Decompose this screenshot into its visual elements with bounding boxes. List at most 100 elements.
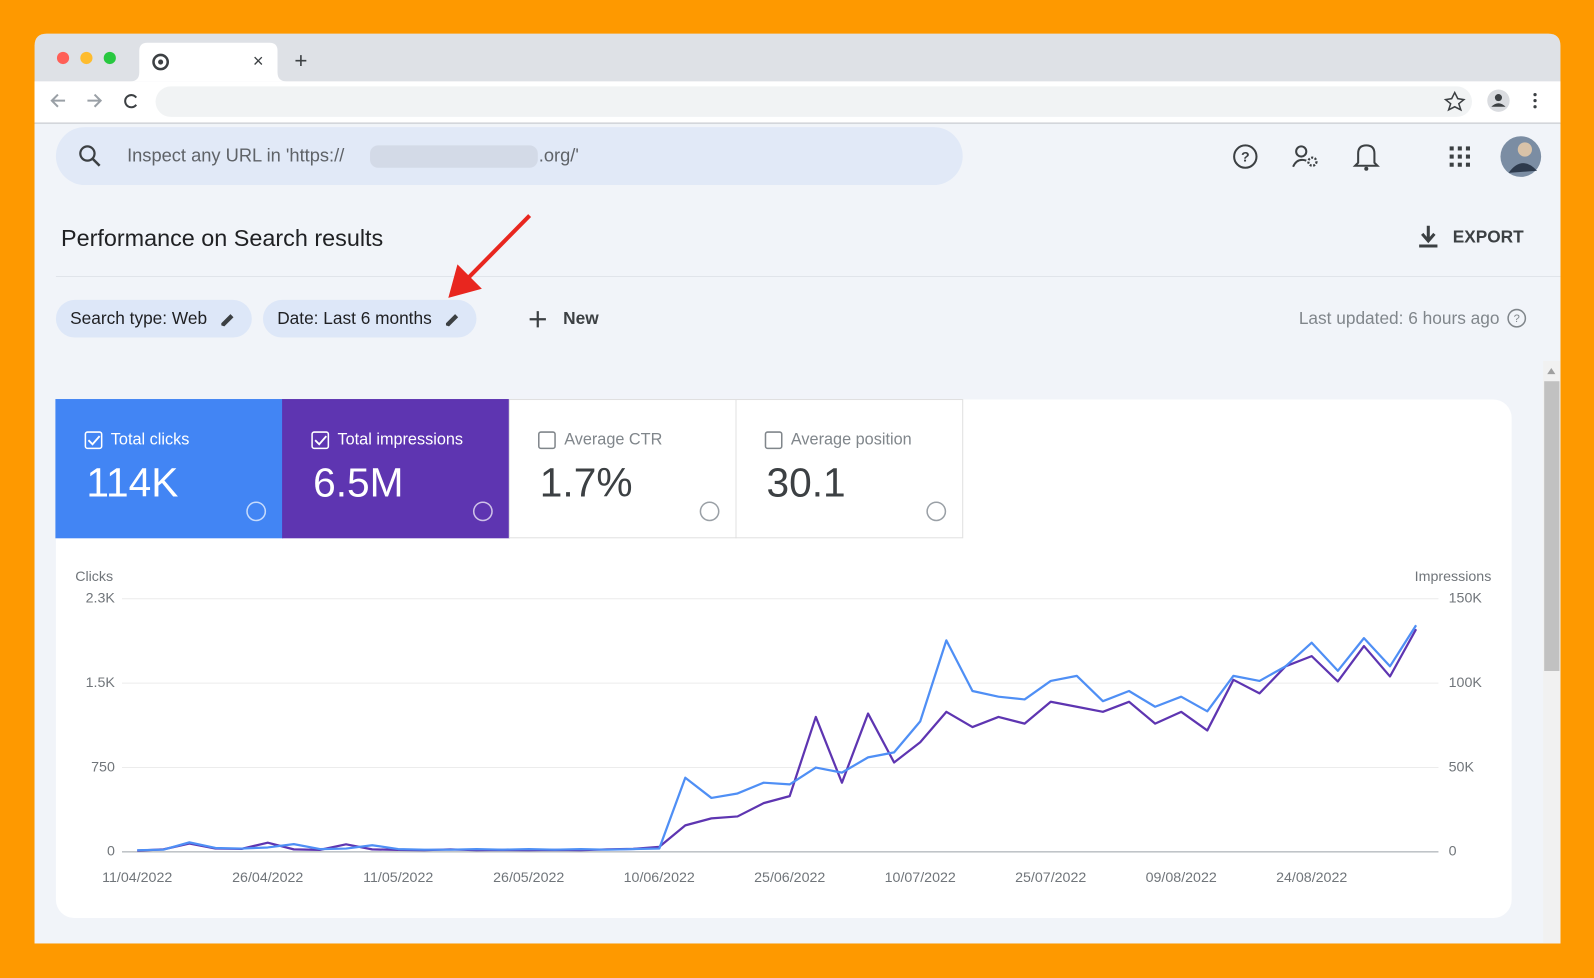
y-tick-label: 1.5K bbox=[86, 675, 116, 691]
y-tick-label: 750 bbox=[91, 759, 115, 775]
metric-label: Total clicks bbox=[111, 431, 190, 449]
new-filter[interactable]: New bbox=[563, 308, 599, 328]
x-tick-label: 10/06/2022 bbox=[624, 870, 695, 886]
metric-label: Average CTR bbox=[564, 431, 662, 449]
page-title: Performance on Search results bbox=[61, 225, 383, 251]
x-tick-label: 24/08/2022 bbox=[1276, 870, 1347, 886]
bookmark-star[interactable] bbox=[1443, 90, 1466, 112]
checkbox-check bbox=[87, 435, 101, 446]
chip-label: Search type: Web bbox=[70, 308, 207, 328]
tab[interactable] bbox=[130, 42, 287, 82]
chip-edit-icon bbox=[445, 314, 459, 327]
new-tab[interactable]: + bbox=[294, 48, 307, 73]
metric-tile[interactable] bbox=[282, 399, 510, 539]
y-tick-label: 100K bbox=[1449, 675, 1483, 691]
chip-edit-icon bbox=[221, 314, 234, 327]
annotation-arrowhead bbox=[448, 264, 482, 298]
menu-button[interactable] bbox=[1533, 92, 1537, 109]
close-dot[interactable] bbox=[56, 51, 70, 65]
y-tick-label: 0 bbox=[1449, 844, 1457, 860]
maximize-dot[interactable] bbox=[103, 51, 116, 65]
export-icon bbox=[1421, 225, 1436, 244]
annotation-arrow bbox=[464, 214, 532, 283]
metric-value: 30.1 bbox=[767, 460, 846, 506]
metric-help[interactable] bbox=[699, 501, 720, 522]
bell-clapper bbox=[1364, 166, 1369, 171]
chart: 0 750 1.5K 2.3K 0 50K 100K 150K Clicks Impression… bbox=[75, 569, 1491, 886]
profile-head bbox=[1494, 94, 1502, 102]
metric-tile[interactable] bbox=[55, 399, 284, 539]
filter-chip[interactable]: Search type: Web bbox=[55, 299, 252, 338]
y-axis-title: Clicks bbox=[75, 569, 113, 585]
metric-label: Total impressions bbox=[338, 431, 464, 449]
apps-button[interactable] bbox=[1449, 146, 1470, 167]
settings-gear bbox=[1307, 156, 1318, 167]
filter-chips: Search type: Web Date: Last 6 months bbox=[55, 299, 477, 338]
series-line bbox=[137, 624, 1418, 852]
x-tick-label: 11/04/2022 bbox=[102, 870, 172, 886]
blurred-url bbox=[370, 145, 538, 168]
series-line bbox=[137, 628, 1418, 852]
avatar-body bbox=[1508, 163, 1538, 173]
search-placeholder-end: .org/' bbox=[539, 144, 579, 165]
last-updated-help[interactable] bbox=[1507, 308, 1527, 328]
tab-close[interactable]: × bbox=[253, 50, 264, 71]
metric-checkbox[interactable] bbox=[538, 431, 556, 450]
metric-label: Average position bbox=[791, 431, 912, 449]
minimize-dot[interactable] bbox=[80, 51, 93, 65]
back-button[interactable] bbox=[50, 93, 66, 108]
reload-button[interactable] bbox=[124, 94, 138, 109]
help-glyph: ? bbox=[1241, 149, 1250, 165]
search-icon bbox=[79, 145, 96, 162]
metric-tile[interactable] bbox=[508, 399, 737, 539]
tab-icon-center bbox=[158, 59, 164, 65]
settings-user-body bbox=[1292, 158, 1307, 168]
avatar-face bbox=[1517, 142, 1532, 157]
address-bar[interactable] bbox=[155, 86, 1473, 117]
scrollbar-thumb[interactable] bbox=[1544, 381, 1560, 671]
y-tick-label: 150K bbox=[1449, 591, 1483, 607]
metric-help[interactable] bbox=[926, 501, 947, 522]
checkbox-check bbox=[314, 435, 328, 446]
notifications-button[interactable] bbox=[1352, 144, 1380, 167]
metric-value: 6.5M bbox=[313, 460, 403, 506]
scroll-up[interactable] bbox=[1547, 368, 1556, 375]
y2-axis-title: Impressions bbox=[1415, 569, 1492, 585]
x-tick-label: 09/08/2022 bbox=[1146, 870, 1217, 886]
filter-chip[interactable]: Date: Last 6 months bbox=[262, 299, 477, 338]
metric-tiles: Total clicks 114K Total impressions 6.5M Ave… bbox=[55, 399, 964, 539]
x-tick-label: 26/05/2022 bbox=[493, 870, 564, 886]
y-tick-label: 50K bbox=[1449, 759, 1475, 775]
chip-background bbox=[262, 299, 477, 338]
metric-checkbox[interactable] bbox=[311, 431, 330, 450]
last-updated: Last updated: 6 hours ago bbox=[1299, 308, 1500, 328]
last-updated-help-glyph: ? bbox=[1514, 313, 1520, 325]
new-filter-icon bbox=[529, 311, 546, 328]
metric-value: 1.7% bbox=[540, 460, 633, 506]
forward-button[interactable] bbox=[87, 93, 103, 108]
tab-icon bbox=[152, 53, 170, 71]
x-tick-label: 26/04/2022 bbox=[232, 870, 303, 886]
metric-help[interactable] bbox=[246, 501, 267, 522]
metric-help[interactable] bbox=[472, 501, 493, 522]
metric-tile[interactable] bbox=[735, 399, 964, 539]
search-icon-handle bbox=[91, 157, 101, 167]
x-tick-label: 25/06/2022 bbox=[754, 870, 825, 886]
x-tick-label: 11/05/2022 bbox=[363, 870, 433, 886]
chip-background bbox=[55, 299, 252, 338]
search-placeholder: Inspect any URL in 'https:// bbox=[127, 144, 345, 165]
x-tick-label: 25/07/2022 bbox=[1015, 870, 1086, 886]
chip-label: Date: Last 6 months bbox=[277, 308, 432, 328]
metric-checkbox[interactable] bbox=[764, 431, 783, 450]
settings-user-icon[interactable] bbox=[1295, 145, 1308, 158]
profile-body bbox=[1491, 103, 1506, 107]
y-tick-label: 2.3K bbox=[86, 591, 116, 607]
metric-value: 114K bbox=[86, 460, 178, 506]
y-tick-label: 0 bbox=[107, 844, 115, 860]
x-tick-label: 10/07/2022 bbox=[885, 870, 956, 886]
metric-checkbox[interactable] bbox=[84, 431, 103, 450]
export-button[interactable]: EXPORT bbox=[1453, 226, 1524, 246]
help-button[interactable] bbox=[1233, 144, 1258, 169]
